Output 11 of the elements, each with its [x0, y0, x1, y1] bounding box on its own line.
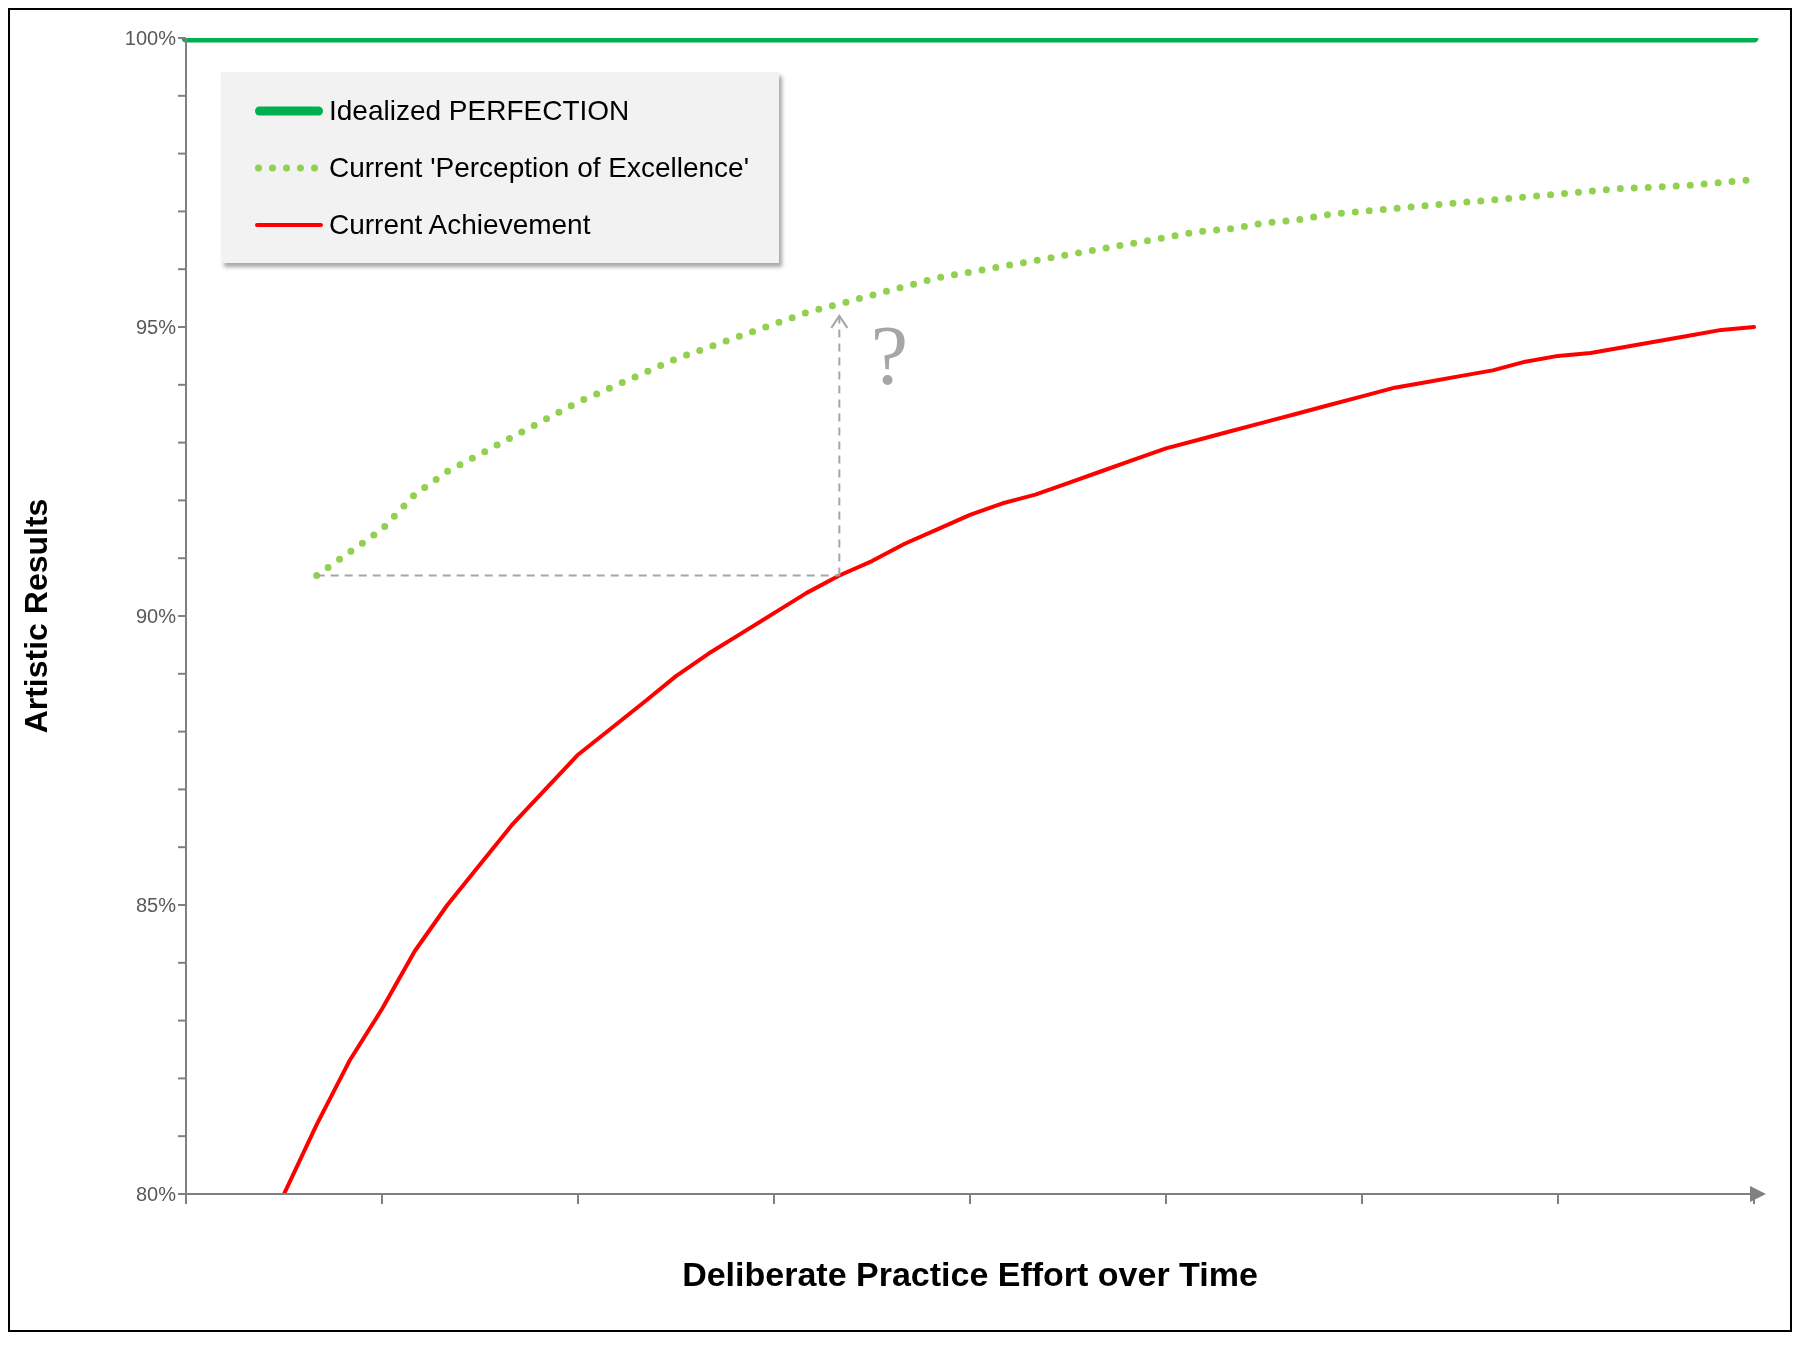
- legend-label: Current 'Perception of Excellence': [329, 151, 750, 184]
- y-tick-label: 95%: [135, 316, 177, 339]
- y-tick-label: 80%: [135, 1183, 177, 1206]
- y-tick-label: 100%: [124, 27, 177, 50]
- x-axis-title: Deliberate Practice Effort over Time: [682, 1255, 1258, 1293]
- legend-label: Idealized PERFECTION: [329, 94, 630, 127]
- y-tick-label: 90%: [135, 605, 177, 628]
- legend-label: Current Achievement: [329, 208, 591, 241]
- y-tick-label: 85%: [135, 894, 177, 917]
- annotation: ?: [870, 308, 908, 402]
- y-axis-title: Artistic Results: [18, 498, 55, 734]
